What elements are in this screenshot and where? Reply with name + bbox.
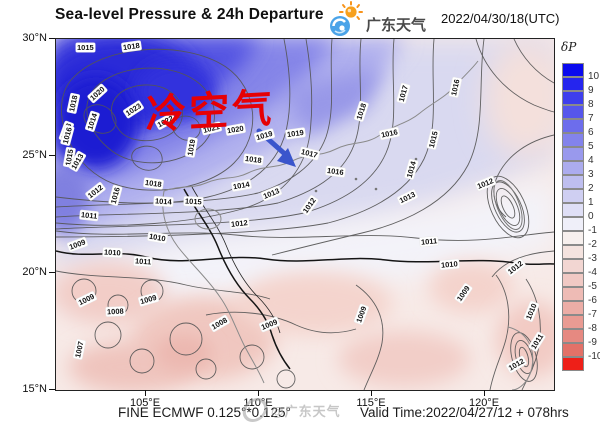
watermark-text: @广东天气 (271, 403, 341, 419)
lon-tick (371, 390, 372, 396)
lon-label: 110°E (243, 397, 273, 409)
colorbar-box (562, 245, 584, 259)
colorbar-tick-label: -9 (588, 337, 597, 348)
colorbar-tick-label: -10 (588, 351, 600, 362)
contour-label: 1015 (183, 196, 203, 207)
colorbar-tick-label: 6 (588, 127, 594, 138)
colorbar-tick-label: -2 (588, 239, 597, 250)
lon-label: 120°E (468, 397, 500, 409)
footer-model-label: FINE ECMWF 0.125°*0.125° (118, 405, 291, 420)
contour-label: 1008 (105, 306, 125, 317)
lon-tick (145, 390, 146, 396)
colorbar-box (562, 217, 584, 231)
colorbar-tick-label: 9 (588, 85, 594, 96)
colorbar-tick-label: 4 (588, 155, 594, 166)
datetime-label: 2022/04/30/18(UTC) (441, 11, 560, 26)
colorbar-box (562, 63, 584, 77)
colorbar-box (562, 343, 584, 357)
contour-label: 1011 (79, 210, 99, 221)
colorbar-box (562, 287, 584, 301)
colorbar-tick-label: 7 (588, 113, 594, 124)
contour-label: 1010 (102, 247, 122, 258)
colorbar-box (562, 357, 584, 371)
contour-label: 1011 (133, 256, 153, 267)
colorbar-box (562, 315, 584, 329)
colorbar-box (562, 203, 584, 217)
contour-label: 1015 (76, 43, 95, 52)
watermark-logo-icon (240, 398, 270, 422)
colorbar-tick-label: 3 (588, 169, 594, 180)
colorbar-box (562, 189, 584, 203)
colorbar-box (562, 175, 584, 189)
colorbar-tick-label: -6 (588, 295, 597, 306)
colorbar-box (562, 105, 584, 119)
colorbar-tick-label: 5 (588, 141, 594, 152)
page-title: Sea-level Pressure & 24h Departure (55, 6, 324, 23)
colorbar-tick-label: 0 (588, 211, 594, 222)
lat-label: 20°N (22, 266, 47, 278)
colorbar-tick-label: 2 (588, 183, 594, 194)
contour-label: 1010 (439, 259, 460, 270)
lon-tick (258, 390, 259, 396)
lat-tick (49, 38, 55, 39)
colorbar-tick-label: -5 (588, 281, 597, 292)
colorbar-box (562, 301, 584, 315)
colorbar-tick-label: -7 (588, 309, 597, 320)
lat-tick (49, 272, 55, 273)
lon-label: 115°E (356, 397, 386, 409)
colorbar-tick-label: -4 (588, 267, 597, 278)
lon-tick (484, 390, 485, 396)
brand-logo-icon (330, 1, 363, 36)
colorbar-tick-label: -3 (588, 253, 597, 264)
contour-label: 1014 (153, 196, 173, 207)
cold-air-annotation: 冷空气 (145, 86, 276, 138)
lat-tick (49, 389, 55, 390)
colorbar-tick-label: -1 (588, 225, 597, 236)
colorbar-box (562, 259, 584, 273)
colorbar-box (562, 329, 584, 343)
colorbar-box (562, 77, 584, 91)
lat-label: 25°N (22, 149, 47, 161)
watermark: @广东天气 (240, 398, 341, 422)
colorbar-tick-label: 1 (588, 197, 594, 208)
colorbar: δP 10 9 8 7 6 5 4 3 2 1 0 -1 -2 -3 -4 -5 -6 -7 -8 -9 -10 (561, 40, 600, 380)
colorbar-title: δP (561, 40, 577, 54)
colorbar-box (562, 273, 584, 287)
lon-label: 105°E (129, 397, 161, 409)
contour-label: 1011 (419, 236, 439, 247)
colorbar-box (562, 91, 584, 105)
lat-label: 15°N (22, 383, 47, 395)
colorbar-tick-label: -8 (588, 323, 597, 334)
colorbar-box (562, 147, 584, 161)
lat-tick (49, 155, 55, 156)
contour-field-svg (56, 39, 554, 390)
brand-name: 广东天气 (366, 17, 427, 34)
lat-label: 30°N (22, 32, 47, 44)
colorbar-tick-label: 8 (588, 99, 594, 110)
colorbar-box (562, 119, 584, 133)
colorbar-tick-label: 10 (588, 71, 600, 82)
map-area: 1015101810181013101610151014101310201023… (55, 38, 555, 391)
colorbar-box (562, 231, 584, 245)
colorbar-box (562, 133, 584, 147)
footer-valid-label: Valid Time:2022/04/27/12 + 078hrs (360, 405, 569, 420)
colorbar-box (562, 161, 584, 175)
